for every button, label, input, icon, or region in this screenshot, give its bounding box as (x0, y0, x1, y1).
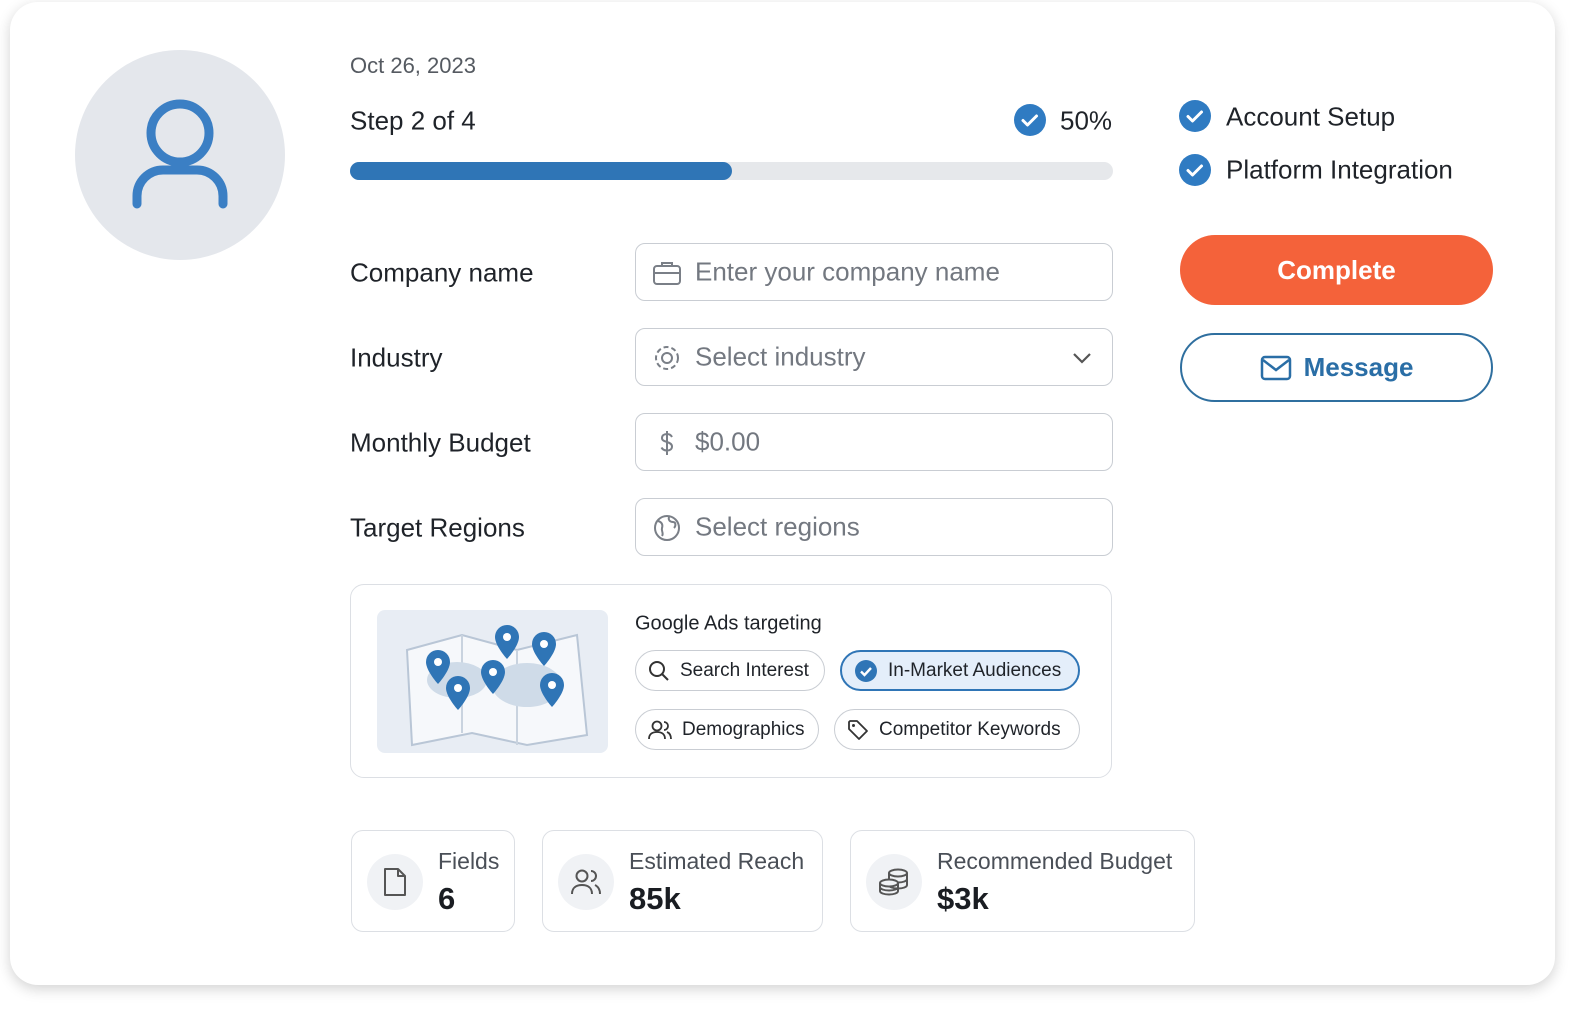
step-label: Step 2 of 4 (350, 105, 476, 136)
progress-fill (350, 162, 732, 180)
avatar-icon (132, 99, 228, 209)
stat-label: Fields (438, 848, 500, 874)
stat-icon (367, 854, 423, 910)
check-icon (855, 659, 877, 682)
stat-icon (866, 854, 922, 910)
tag-icon (848, 719, 868, 740)
date: Oct 26, 2023 (350, 53, 476, 78)
check-icon (1179, 154, 1211, 186)
regions-select[interactable]: Select regions (635, 498, 1113, 556)
chip-label: Search Interest (680, 659, 809, 681)
complete-button[interactable]: Complete (1180, 235, 1493, 305)
chip-label: In-Market Audiences (888, 659, 1062, 681)
message-button[interactable]: Message (1180, 333, 1493, 402)
placeholder: Select industry (695, 341, 866, 372)
avatar (75, 50, 285, 260)
targeting-panel (350, 584, 1112, 778)
stat-value: $3k (937, 881, 989, 916)
gear-icon (655, 346, 679, 370)
checklist-item: Account Setup (1226, 101, 1396, 132)
search-icon (649, 660, 669, 681)
targeting-chip[interactable]: Competitor Keywords (834, 709, 1080, 750)
stat-card: Estimated Reach 85k (542, 830, 823, 932)
stat-value: 85k (629, 881, 681, 916)
field-label: Company name (350, 257, 534, 288)
stat-value: 6 (438, 881, 456, 916)
industry-select[interactable]: Select industry (635, 328, 1113, 386)
targeting-chip[interactable]: Demographics (635, 709, 819, 750)
stat-card: Recommended Budget $3k (850, 830, 1195, 932)
chip-label: Competitor Keywords (879, 718, 1061, 740)
stat-card: Fields 6 (351, 830, 515, 932)
globe-icon (654, 515, 680, 541)
briefcase-icon (653, 262, 681, 285)
progress-percent: 50% (1060, 105, 1113, 136)
checklist-item: Platform Integration (1226, 154, 1453, 185)
button-label: Complete (1277, 254, 1396, 285)
progress-check (1014, 104, 1046, 136)
progress-track (350, 162, 1113, 180)
stat-label: Estimated Reach (629, 848, 805, 874)
targeting-chip[interactable]: Search Interest (635, 650, 825, 691)
mail-icon (1260, 355, 1291, 380)
map-illustration (377, 610, 608, 753)
budget-input[interactable]: $0.00 (635, 413, 1113, 471)
stat-icon (558, 854, 614, 910)
field-label: Target Regions (350, 512, 525, 543)
chip-label: Demographics (682, 718, 805, 740)
chevron-icon (1073, 353, 1091, 364)
dollar-icon (660, 431, 674, 455)
placeholder: $0.00 (695, 426, 761, 457)
field-label: Monthly Budget (350, 427, 531, 458)
company-input[interactable]: Enter your company name (635, 243, 1113, 301)
placeholder: Select regions (695, 511, 860, 542)
placeholder: Enter your company name (695, 256, 1000, 287)
targeting-chip[interactable]: In-Market Audiences (840, 650, 1080, 691)
field-label: Industry (350, 342, 443, 373)
people-icon (648, 720, 672, 739)
button-label: Message (1303, 352, 1414, 382)
stat-label: Recommended Budget (937, 848, 1173, 874)
targeting-title: Google Ads targeting (635, 612, 822, 635)
check-icon (1179, 100, 1211, 132)
